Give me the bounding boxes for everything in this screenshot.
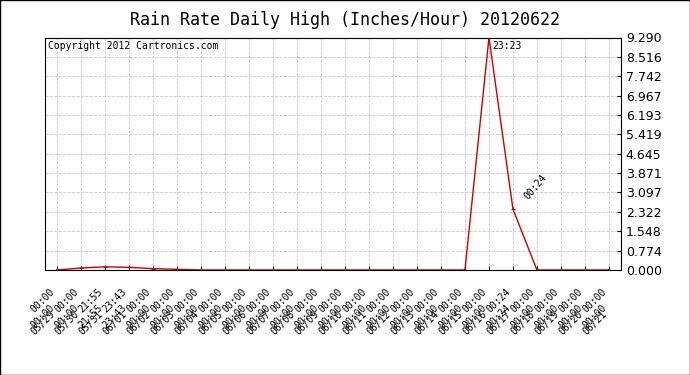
Text: 00:00: 00:00 [29, 286, 57, 315]
Text: 00:00: 00:00 [557, 302, 585, 330]
Text: 00:00: 00:00 [53, 286, 81, 315]
Text: 00:00: 00:00 [509, 302, 537, 330]
Text: 06/15: 06/15 [437, 309, 465, 337]
Text: 00:00: 00:00 [221, 286, 249, 315]
Text: Copyright 2012 Cartronics.com: Copyright 2012 Cartronics.com [48, 41, 218, 51]
Text: 06/12: 06/12 [365, 309, 393, 337]
Text: 23:43: 23:43 [101, 302, 129, 330]
Text: Rain Rate Daily High (Inches/Hour) 20120622: Rain Rate Daily High (Inches/Hour) 20120… [130, 11, 560, 29]
Text: 05/29: 05/29 [29, 309, 57, 337]
Text: 06/02: 06/02 [125, 309, 153, 337]
Text: 00:00: 00:00 [269, 302, 297, 330]
Text: 00:24: 00:24 [522, 173, 549, 202]
Text: 00:00: 00:00 [245, 286, 273, 315]
Text: 06/09: 06/09 [293, 309, 321, 337]
Text: 00:00: 00:00 [533, 302, 561, 330]
Text: 00:00: 00:00 [389, 302, 417, 330]
Text: 06/10: 06/10 [317, 309, 345, 337]
Text: 06/14: 06/14 [413, 309, 441, 337]
Text: 06/06: 06/06 [221, 309, 249, 337]
Text: 00:00: 00:00 [317, 302, 345, 330]
Text: 23:23: 23:23 [493, 41, 522, 51]
Text: 00:00: 00:00 [341, 286, 369, 315]
Text: 06/16: 06/16 [461, 309, 489, 337]
Text: 00:00: 00:00 [533, 286, 561, 315]
Text: 00:00: 00:00 [461, 302, 489, 330]
Text: 06/03: 06/03 [149, 309, 177, 337]
Text: 00:00: 00:00 [581, 302, 609, 330]
Text: 00:00: 00:00 [437, 302, 465, 330]
Text: 06/11: 06/11 [341, 309, 369, 337]
Text: 00:00: 00:00 [197, 286, 225, 315]
Text: 00:00: 00:00 [269, 286, 297, 315]
Text: 00:24: 00:24 [485, 302, 513, 330]
Text: 00:00: 00:00 [197, 302, 225, 330]
Text: 06/08: 06/08 [269, 309, 297, 337]
Text: 05/31: 05/31 [77, 309, 105, 337]
Text: 00:00: 00:00 [125, 286, 153, 315]
Text: 00:24: 00:24 [485, 286, 513, 315]
Text: 06/21: 06/21 [581, 309, 609, 337]
Text: 06/07: 06/07 [245, 309, 273, 337]
Text: 00:00: 00:00 [221, 302, 249, 330]
Text: 00:00: 00:00 [581, 286, 609, 315]
Text: 00:00: 00:00 [413, 286, 441, 315]
Text: 00:00: 00:00 [365, 302, 393, 330]
Text: 00:00: 00:00 [173, 302, 201, 330]
Text: 00:00: 00:00 [245, 302, 273, 330]
Text: 00:00: 00:00 [29, 302, 57, 330]
Text: 21:55: 21:55 [77, 286, 105, 315]
Text: 00:00: 00:00 [557, 286, 585, 315]
Text: 06/05: 06/05 [197, 309, 225, 337]
Text: 00:00: 00:00 [125, 302, 153, 330]
Text: 06/13: 06/13 [389, 309, 417, 337]
Text: 00:00: 00:00 [461, 286, 489, 315]
Text: 06/19: 06/19 [533, 309, 561, 337]
Text: 00:00: 00:00 [509, 286, 537, 315]
Text: 06/20: 06/20 [557, 309, 585, 337]
Text: 06/01: 06/01 [101, 309, 129, 337]
Text: 00:00: 00:00 [173, 286, 201, 315]
Text: 00:00: 00:00 [317, 286, 345, 315]
Text: 00:00: 00:00 [293, 302, 321, 330]
Text: 00:00: 00:00 [341, 302, 369, 330]
Text: 00:00: 00:00 [437, 286, 465, 315]
Text: 00:00: 00:00 [365, 286, 393, 315]
Text: 06/17: 06/17 [485, 309, 513, 337]
Text: 00:00: 00:00 [413, 302, 441, 330]
Text: 21:55: 21:55 [77, 302, 105, 330]
Text: 00:00: 00:00 [149, 286, 177, 315]
Text: 00:00: 00:00 [149, 302, 177, 330]
Text: 06/18: 06/18 [509, 309, 537, 337]
Text: 23:43: 23:43 [101, 286, 129, 315]
Text: 06/04: 06/04 [173, 309, 201, 337]
Text: 05/30: 05/30 [53, 309, 81, 337]
Text: 00:00: 00:00 [293, 286, 321, 315]
Text: 00:00: 00:00 [53, 302, 81, 330]
Text: 00:00: 00:00 [389, 286, 417, 315]
